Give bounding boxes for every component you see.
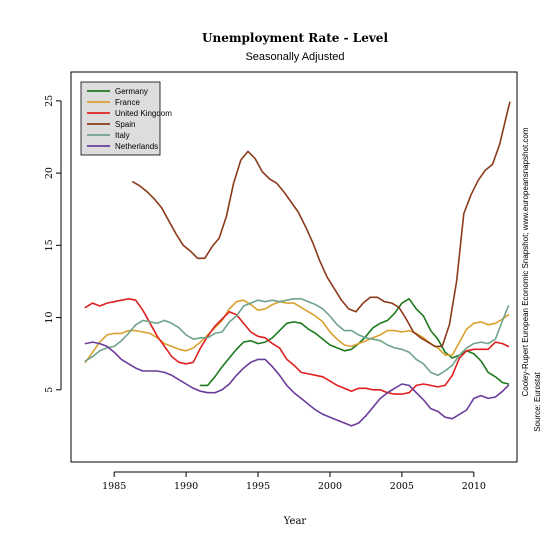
plot-frame xyxy=(70,71,518,463)
x-tick-label: 1985 xyxy=(102,481,126,492)
y-axis: 5 10 15 20 25 xyxy=(44,95,62,393)
x-tick-label: 1990 xyxy=(174,481,198,492)
x-axis: 1985 1990 1995 2000 2005 2010 xyxy=(102,471,486,492)
x-tick-label: 2010 xyxy=(462,481,486,492)
x-axis-label: Year xyxy=(283,516,307,527)
attribution-note: Cooley-Rupert European Economic Snapshot… xyxy=(521,127,530,396)
y-tick-label: 5 xyxy=(44,387,55,393)
x-tick-label: 2005 xyxy=(390,481,414,492)
x-tick-label: 1995 xyxy=(246,481,270,492)
series-lines xyxy=(84,101,511,427)
chart-subtitle: Seasonally Adjusted xyxy=(245,51,344,63)
legend-entry-united-kingdom: United Kingdom xyxy=(115,109,172,118)
legend-box xyxy=(80,81,161,156)
series-line-italy xyxy=(84,298,510,377)
legend: Germany France United Kingdom Spain Italy Net… xyxy=(80,81,172,156)
series-line-netherlands xyxy=(84,341,510,427)
legend-entry-germany: Germany xyxy=(115,87,148,96)
legend-entry-spain: Spain xyxy=(115,120,135,129)
chart-title: Unemployment Rate - Level xyxy=(202,31,388,45)
y-tick-label: 25 xyxy=(44,95,55,107)
series-line-united-kingdom xyxy=(84,298,510,395)
y-tick-label: 10 xyxy=(44,312,55,324)
series-line-france xyxy=(84,299,510,364)
x-tick-label: 2000 xyxy=(318,481,342,492)
y-tick-label: 20 xyxy=(44,167,55,179)
legend-entry-netherlands: Netherlands xyxy=(115,142,158,151)
legend-entry-italy: Italy xyxy=(115,131,130,140)
source-note: Source: Eurostat xyxy=(533,371,542,431)
series-line-spain xyxy=(132,101,511,348)
legend-entry-france: France xyxy=(115,98,140,107)
y-tick-label: 15 xyxy=(44,239,55,251)
